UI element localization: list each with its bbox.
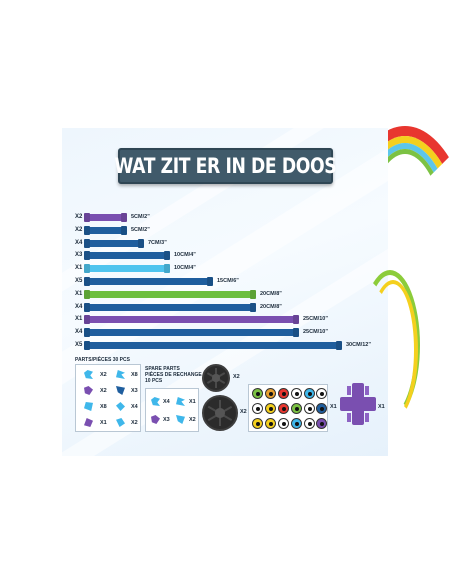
tube-bar [84,315,299,324]
eye-sticker-icon [278,403,289,414]
eye-sticker-icon [265,418,276,429]
connector-piece-icon [84,370,93,379]
eye-sticker-icon [252,388,263,399]
eye-sticker-icon [316,388,327,399]
spare-parts-box: X4 X1 X3 X2 [145,388,199,432]
tube-bar [84,251,170,260]
connector-piece-icon [151,415,160,424]
parts-count: X3 [131,388,138,394]
spare-label-1: SPARE PARTS [145,366,180,372]
tube-qty: X4 [75,328,83,335]
small-wheel-count: X2 [233,374,240,380]
connector-count: X1 [378,404,385,410]
tube-qty: X1 [75,290,83,297]
eye-sticker-icon [265,388,276,399]
tube-qty: X3 [75,251,83,258]
eye-sticker-icon [252,403,263,414]
connector-piece-icon [116,370,125,379]
parts-count: X8 [100,404,107,410]
connector-piece-icon [84,402,93,411]
tube-bar [84,277,213,286]
eye-sticker-icon [304,418,315,429]
eye-sticker-icon [278,418,289,429]
large-wheel-icon [202,395,238,431]
title-banner: WAT ZIT ER IN DE DOOS [115,148,337,184]
spare-count: X3 [163,417,170,423]
connector-piece-icon [176,397,185,406]
eye-sticker-icon [316,403,327,414]
eye-sticker-icon [291,388,302,399]
tube-qty: X5 [75,277,83,284]
tube-bar [84,264,170,273]
eye-sticker-icon [291,403,302,414]
tube-bar [84,290,256,299]
tube-length-label: 7CM/3" [148,240,167,246]
tube-qty: X2 [75,213,83,220]
tube-length-label: 15CM/6" [217,278,239,284]
connector-piece-icon [116,402,125,411]
spare-label-2: PIÈCES DE RECHANGE [145,372,202,378]
eye-sticker-icon [304,403,315,414]
spare-label-3: 10 PCS [145,378,163,384]
connector-piece-icon [176,415,185,424]
small-wheel-icon [202,364,230,392]
spare-count: X1 [189,399,196,405]
tube-bar [84,226,127,235]
tube-qty: X5 [75,341,83,348]
tube-length-label: 30CM/12" [346,342,371,348]
parts-count: X2 [131,420,138,426]
tube-length-label: 25CM/10" [303,316,328,322]
page-title: WAT ZIT ER IN DE DOOS [114,154,337,178]
parts-count: X1 [100,420,107,426]
tube-bar [84,328,299,337]
purple-connector-icon [340,383,376,425]
parts-count: X4 [131,404,138,410]
parts-count: X2 [100,388,107,394]
tube-bar [84,239,144,248]
eye-sticker-icon [278,388,289,399]
eye-sticker-icon [304,388,315,399]
tube-qty: X2 [75,226,83,233]
tube-qty: X4 [75,239,83,246]
tube-length-label: 20CM/8" [260,304,282,310]
tube-length-label: 5CM/2" [131,227,150,233]
large-wheel-count: X2 [240,409,247,415]
tube-bar [84,213,127,222]
spare-count: X2 [189,417,196,423]
tube-length-label: 5CM/2" [131,214,150,220]
tube-length-label: 10CM/4" [174,252,196,258]
tube-bar [84,341,342,350]
parts-label: PARTS/PIÈCES 30 PCS [75,357,130,363]
parts-box: X2 X8 X2 X3 X8 X4 X1 X2 [75,364,141,432]
tube-qty: X1 [75,264,83,271]
tube-bar [84,303,256,312]
connector-piece-icon [84,386,93,395]
connector-piece-icon [116,418,125,427]
eye-sticker-icon [291,418,302,429]
eyes-count: X1 [330,404,337,410]
eye-sticker-icon [316,418,327,429]
connector-piece-icon [151,397,160,406]
tube-qty: X4 [75,303,83,310]
parts-count: X8 [131,372,138,378]
eye-sticker-icon [252,418,263,429]
tube-length-label: 10CM/4" [174,265,196,271]
connector-piece-icon [84,418,93,427]
tube-qty: X1 [75,315,83,322]
eyes-sheet [248,384,328,432]
tube-length-label: 20CM/8" [260,291,282,297]
tube-length-label: 25CM/10" [303,329,328,335]
eye-sticker-icon [265,403,276,414]
spare-count: X4 [163,399,170,405]
parts-count: X2 [100,372,107,378]
connector-piece-icon [116,386,125,395]
